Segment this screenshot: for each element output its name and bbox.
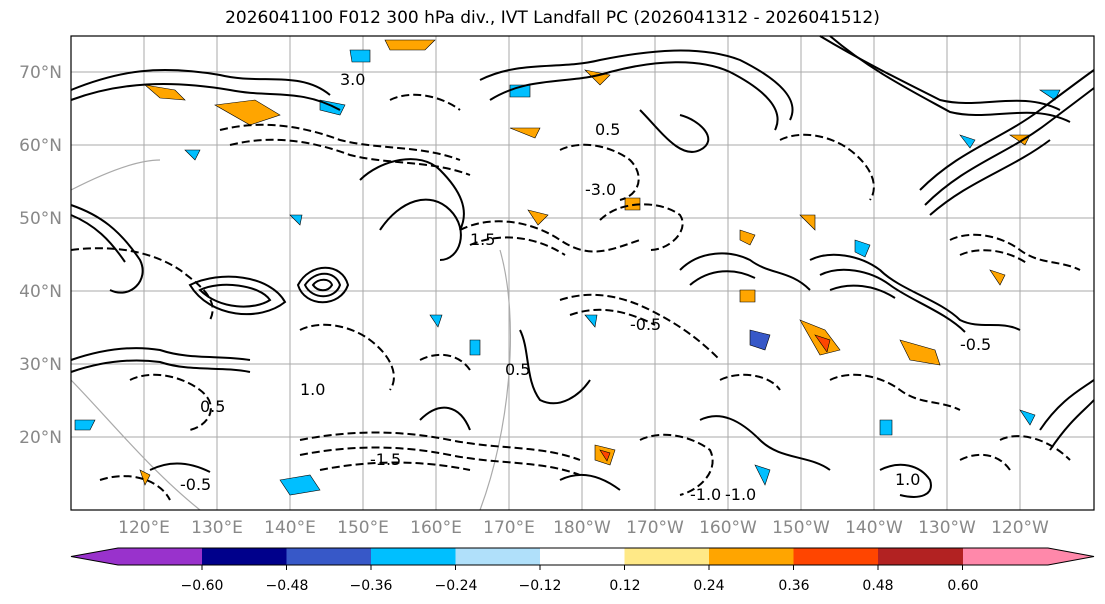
contour-label: 1.0 [895,470,920,489]
colorbar-tick-label: 0.12 [609,578,640,594]
lon-label: 150°E [337,518,389,538]
lat-label: 60°N [19,136,62,156]
colorbar-tick-label: 0.60 [947,578,978,594]
colorbar-tick-label: 0.24 [693,578,724,594]
colorbar-segment [286,548,372,565]
lon-label: 140°W [845,518,903,538]
colorbar [70,547,1095,570]
colorbar-segment [371,548,456,565]
colorbar-segment [878,548,963,565]
colorbar-tick-label: 0.36 [778,578,809,594]
coastline [70,159,512,511]
lon-label: 150°W [772,518,830,538]
colorbar-segment [455,548,541,565]
lon-label: 160°W [699,518,757,538]
colorbar-tick-label: −0.36 [350,578,393,594]
lon-label: 130°E [191,518,243,538]
lat-label: 40°N [19,282,62,302]
colorbar-segment [202,548,287,565]
map-panel: 0.5 -0.5 1.0 -1.0 3.0 -3.0 1.5 -1.5 0.5 … [70,35,1095,511]
contour-label: -0.5 [630,315,661,334]
contour-label: 1.5 [470,230,495,249]
lat-label: 20°N [19,428,62,448]
colorbar-tick-label: −0.12 [519,578,562,594]
graticule [71,36,1094,510]
colorbar-extend-low [71,548,203,565]
lon-label: 180°W [553,518,611,538]
contour-label: -0.5 [960,335,991,354]
contour-label: 0.5 [200,397,225,416]
lon-label: 170°E [483,518,535,538]
colorbar-segment [793,548,879,565]
contour-label: 0.5 [505,360,530,379]
lat-label: 50°N [19,209,62,229]
lon-label: 170°W [626,518,684,538]
colorbar-outline [70,547,1095,566]
contour-label: 1.0 [300,380,325,399]
lon-label: 160°E [410,518,462,538]
lon-label: 140°E [264,518,316,538]
latitude-labels: 70°N 60°N 50°N 40°N 30°N 20°N [19,63,62,448]
contour-label: -0.5 [180,475,211,494]
map-frame [70,35,1095,511]
lon-label: 120°W [991,518,1049,538]
map-title: 2026041100 F012 300 hPa div., IVT Landfa… [225,8,880,28]
colorbar-tick-label: 0.48 [862,578,893,594]
colorbar-tick-label: −0.48 [266,578,309,594]
contours-negative [70,93,1081,501]
contour-label: -1.5 [370,450,401,469]
divergence-shading [74,39,1061,496]
colorbar-segment [624,548,710,565]
lon-label: 120°E [118,518,170,538]
contour-labels: 0.5 -0.5 1.0 -1.0 3.0 -3.0 1.5 -1.5 0.5 … [180,70,991,504]
contours-positive [70,35,1095,498]
colorbar-tick-label: −0.60 [181,578,224,594]
colorbar-segment [709,548,794,565]
colorbar-extend-high [963,548,1094,565]
lat-label: 30°N [19,355,62,375]
contour-label: 3.0 [340,70,365,89]
lon-label: 130°W [918,518,976,538]
contour-label: -1.0 [725,485,756,504]
colorbar-segment [540,548,625,565]
contour-label: 0.5 [595,120,620,139]
colorbar-tick-labels: −0.60 −0.48 −0.36 −0.24 −0.12 0.12 0.24 … [181,578,979,594]
contour-label: -1.0 [690,485,721,504]
longitude-labels: 120°E 130°E 140°E 150°E 160°E 170°E 180°… [118,518,1049,538]
colorbar-tick-label: −0.24 [435,578,478,594]
contour-label: -3.0 [585,180,616,199]
lat-label: 70°N [19,63,62,83]
